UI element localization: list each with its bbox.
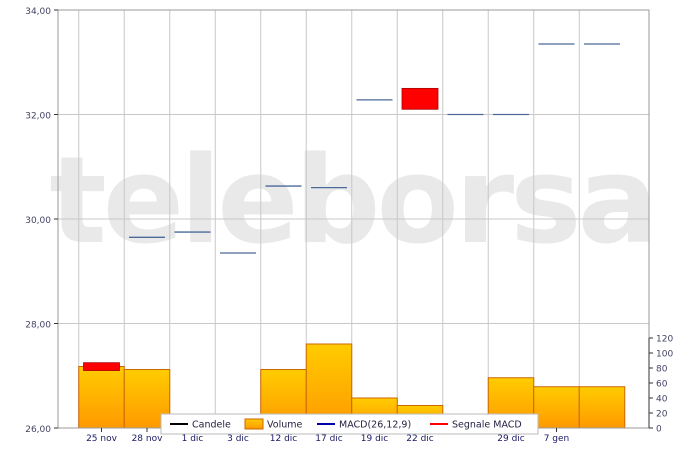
legend-label: MACD(26,12,9) [339,420,411,431]
volume-axis-label: 20 [656,410,668,420]
date-axis-label: 1 dic [182,434,204,444]
watermark-logo: teleborsa [49,132,654,271]
price-axis-label: 26,00 [25,425,51,435]
date-axis-label: 12 dic [270,434,298,444]
candle-body [83,362,120,371]
price-axis-label: 30,00 [25,216,51,226]
date-axis-label: 17 dic [315,434,343,444]
candle-body [401,87,439,110]
volume-axis-label: 0 [656,425,662,435]
date-axis-label: 19 dic [361,434,389,444]
date-axis-label: 3 dic [227,434,249,444]
legend-swatch-volume [244,418,264,430]
volume-bar [578,386,626,429]
date-axis-label: 25 nov [86,434,118,444]
date-axis-label: 29 dic [497,434,525,444]
legend-label: Volume [267,420,302,431]
legend-label: Candele [192,420,231,431]
date-axis-label: 7 gen [544,434,570,444]
price-axis-label: 34,00 [25,7,51,17]
price-axis-label: 32,00 [25,112,51,122]
volume-axis-label: 120 [656,335,673,345]
date-axis-label: 28 nov [132,434,164,444]
volume-axis-label: 100 [656,350,673,360]
volume-bar [533,386,580,429]
volume-axis-label: 80 [656,365,668,375]
legend-label: Segnale MACD [452,420,522,431]
date-axis-label: 22 dic [406,434,434,444]
price-axis-label: 28,00 [25,321,51,331]
volume-axis-label: 60 [656,380,668,390]
volume-axis-label: 40 [656,395,668,405]
volume-bar [78,366,125,429]
